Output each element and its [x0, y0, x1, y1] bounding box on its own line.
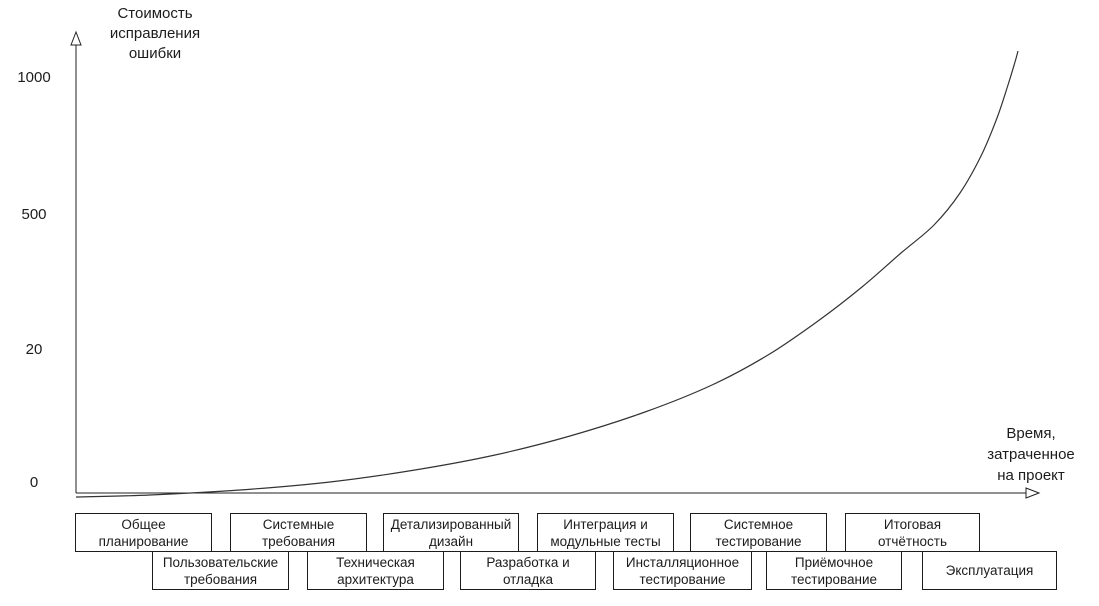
phase-label: Эксплуатация	[945, 563, 1034, 578]
phase-box: Детализированный дизайн	[383, 513, 519, 552]
phase-label: Детализированный дизайн	[390, 516, 512, 549]
phase-box: Пользовательские требования	[152, 551, 289, 590]
cost-curve-path	[75, 50, 1019, 498]
y-axis-title: Стоимость исправления ошибки	[109, 5, 201, 62]
phase-box: Общее планирование	[75, 513, 212, 552]
phase-label: Разработка и отладка	[486, 554, 570, 587]
phase-box: Системное тестирование	[690, 513, 827, 552]
phase-label: Системные требования	[261, 516, 336, 549]
phase-box: Эксплуатация	[922, 551, 1057, 590]
y-tick-label: 500	[21, 206, 47, 223]
phase-box: Приёмочное тестирование	[766, 551, 902, 590]
y-axis-arrowhead-icon	[70, 30, 82, 46]
phase-box: Системные требования	[230, 513, 367, 552]
phase-box: Техническая архитектура	[307, 551, 444, 590]
phase-box: Интеграция и модульные тесты	[537, 513, 674, 552]
phase-label: Итоговая отчётность	[877, 516, 948, 549]
y-tick-label: 1000	[17, 69, 51, 86]
phase-label: Системное тестирование	[715, 516, 802, 549]
phase-box: Итоговая отчётность	[845, 513, 980, 552]
phase-label: Техническая архитектура	[336, 554, 415, 587]
phase-box: Инсталляционное тестирование	[613, 551, 752, 590]
phase-box: Разработка и отладка	[460, 551, 596, 590]
x-axis-arrowhead-icon	[1025, 487, 1041, 499]
y-tick-label: 0	[29, 474, 39, 491]
phase-label: Общее планирование	[98, 516, 189, 549]
phase-label: Интеграция и модульные тесты	[550, 516, 661, 549]
phase-label: Инсталляционное тестирование	[625, 554, 740, 587]
phase-label: Приёмочное тестирование	[790, 554, 878, 587]
y-tick-label: 20	[25, 341, 43, 358]
x-axis-title: Время, затраченное на проект	[987, 425, 1075, 484]
phase-label: Пользовательские требования	[162, 554, 279, 587]
